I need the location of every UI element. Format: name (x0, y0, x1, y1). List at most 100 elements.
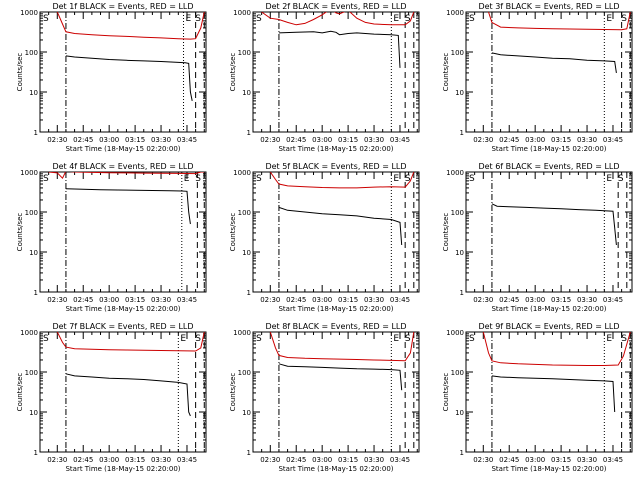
x-tick-label: 03:30 (577, 136, 597, 144)
y-axis-label: Counts/sec (442, 53, 450, 92)
x-tick-label: 02:30 (47, 296, 67, 304)
marker-label: E (184, 174, 190, 184)
panel-5: Det 5f BLACK = Events, RED = LLD 1 10 100 10… (229, 162, 420, 313)
y-tick-label: 10 (242, 409, 251, 417)
panel-title: Det 7f BLACK = Events, RED = LLD (52, 322, 193, 331)
x-tick-label: 03:15 (551, 296, 571, 304)
x-tick-label: 03:00 (99, 456, 119, 464)
marker-label: E (606, 174, 612, 184)
x-tick-label: 02:45 (73, 296, 93, 304)
x-tick-label: 03:00 (99, 136, 119, 144)
y-tick-label: 1 (247, 129, 251, 137)
events-series-line (278, 30, 401, 68)
marker-label: S (469, 174, 475, 184)
x-tick-label: 02:30 (260, 136, 280, 144)
x-axis-label: Start Time (18-May-15 02:20:00) (491, 145, 606, 153)
marker-label: S (195, 334, 201, 344)
y-tick-label: 10 (455, 89, 464, 97)
x-tick-label: 02:30 (260, 456, 280, 464)
y-tick-label: 100 (25, 49, 38, 57)
y-tick-label: 100 (451, 49, 464, 57)
marker-label: S (256, 14, 262, 24)
y-tick-label: 1 (34, 129, 38, 137)
plot-frame (465, 331, 633, 453)
y-axis-label: Counts/sec (16, 373, 24, 412)
x-tick-label: 03:15 (551, 456, 571, 464)
y-tick-label: 1 (34, 449, 38, 457)
x-axis-label: Start Time (18-May-15 02:20:00) (65, 145, 180, 153)
y-axis-label: Counts/sec (229, 213, 237, 252)
y-tick-label: 10 (242, 89, 251, 97)
x-tick-label: 03:15 (338, 456, 358, 464)
plot-frame (39, 11, 207, 133)
events-series-line (65, 373, 191, 417)
lld-series-line (482, 332, 631, 366)
marker-label: S (195, 14, 201, 24)
marker-label: S (256, 334, 262, 344)
y-tick-label: 1000 (20, 169, 38, 177)
plot-frame (465, 11, 633, 133)
y-tick-label: 1 (34, 289, 38, 297)
marker-label: S (621, 14, 627, 24)
y-tick-label: 100 (25, 209, 38, 217)
marker-label: S (405, 334, 411, 344)
panel-title: Det 4f BLACK = Events, RED = LLD (52, 162, 193, 171)
y-tick-label: 1 (460, 129, 464, 137)
x-tick-label: 03:45 (177, 136, 197, 144)
x-axis-label: Start Time (18-May-15 02:20:00) (65, 465, 180, 473)
y-tick-label: 1000 (446, 169, 464, 177)
x-tick-label: 02:45 (499, 456, 519, 464)
y-tick-label: 100 (451, 369, 464, 377)
panel-title: Det 9f BLACK = Events, RED = LLD (478, 322, 619, 331)
events-series-line (491, 375, 616, 413)
marker-label: S (43, 174, 49, 184)
marker-label: E (180, 334, 186, 344)
y-tick-label: 1000 (233, 169, 251, 177)
y-tick-label: 1000 (20, 329, 38, 337)
panel-1: Det 1f BLACK = Events, RED = LLD 1 10 100 10… (16, 2, 207, 153)
panel-9: Det 9f BLACK = Events, RED = LLD 1 10 100 10… (442, 322, 633, 473)
marker-label: E (606, 14, 612, 24)
y-tick-label: 100 (238, 209, 251, 217)
lld-series-line (269, 332, 415, 362)
marker-label: E (186, 14, 192, 24)
plot-frame (252, 11, 420, 133)
plot-frame (39, 331, 207, 453)
marker-label: S (43, 14, 49, 24)
x-tick-label: 03:00 (312, 136, 332, 144)
y-tick-label: 1000 (446, 329, 464, 337)
marker-label: S (469, 334, 475, 344)
panel-6: Det 6f BLACK = Events, RED = LLD 1 10 100 10… (442, 162, 633, 313)
x-tick-label: 02:30 (47, 456, 67, 464)
panel-title: Det 8f BLACK = Events, RED = LLD (265, 322, 406, 331)
x-axis-label: Start Time (18-May-15 02:20:00) (491, 465, 606, 473)
x-axis-label: Start Time (18-May-15 02:20:00) (278, 305, 393, 313)
x-axis-label: Start Time (18-May-15 02:20:00) (491, 305, 606, 313)
events-series-line (491, 203, 617, 246)
x-tick-label: 03:00 (312, 456, 332, 464)
x-tick-label: 03:30 (151, 296, 171, 304)
x-tick-label: 03:00 (99, 296, 119, 304)
panel-title: Det 2f BLACK = Events, RED = LLD (265, 2, 406, 11)
panel-title: Det 5f BLACK = Events, RED = LLD (265, 162, 406, 171)
x-tick-label: 02:45 (286, 296, 306, 304)
x-tick-label: 03:30 (364, 296, 384, 304)
panel-3: Det 3f BLACK = Events, RED = LLD 1 10 100 10… (442, 2, 633, 153)
y-tick-label: 10 (29, 249, 38, 257)
y-tick-label: 100 (238, 49, 251, 57)
lld-series-line (56, 12, 205, 40)
x-tick-label: 02:30 (473, 296, 493, 304)
events-series-line (278, 363, 403, 391)
marker-label: S (469, 14, 475, 24)
y-tick-label: 1 (460, 449, 464, 457)
x-tick-label: 03:15 (125, 136, 145, 144)
y-axis-label: Counts/sec (442, 213, 450, 252)
panel-title: Det 6f BLACK = Events, RED = LLD (478, 162, 619, 171)
y-tick-label: 10 (242, 249, 251, 257)
y-tick-label: 1 (247, 289, 251, 297)
x-tick-label: 02:30 (473, 456, 493, 464)
events-series-line (491, 52, 617, 73)
x-axis-label: Start Time (18-May-15 02:20:00) (278, 465, 393, 473)
x-tick-label: 03:15 (125, 296, 145, 304)
